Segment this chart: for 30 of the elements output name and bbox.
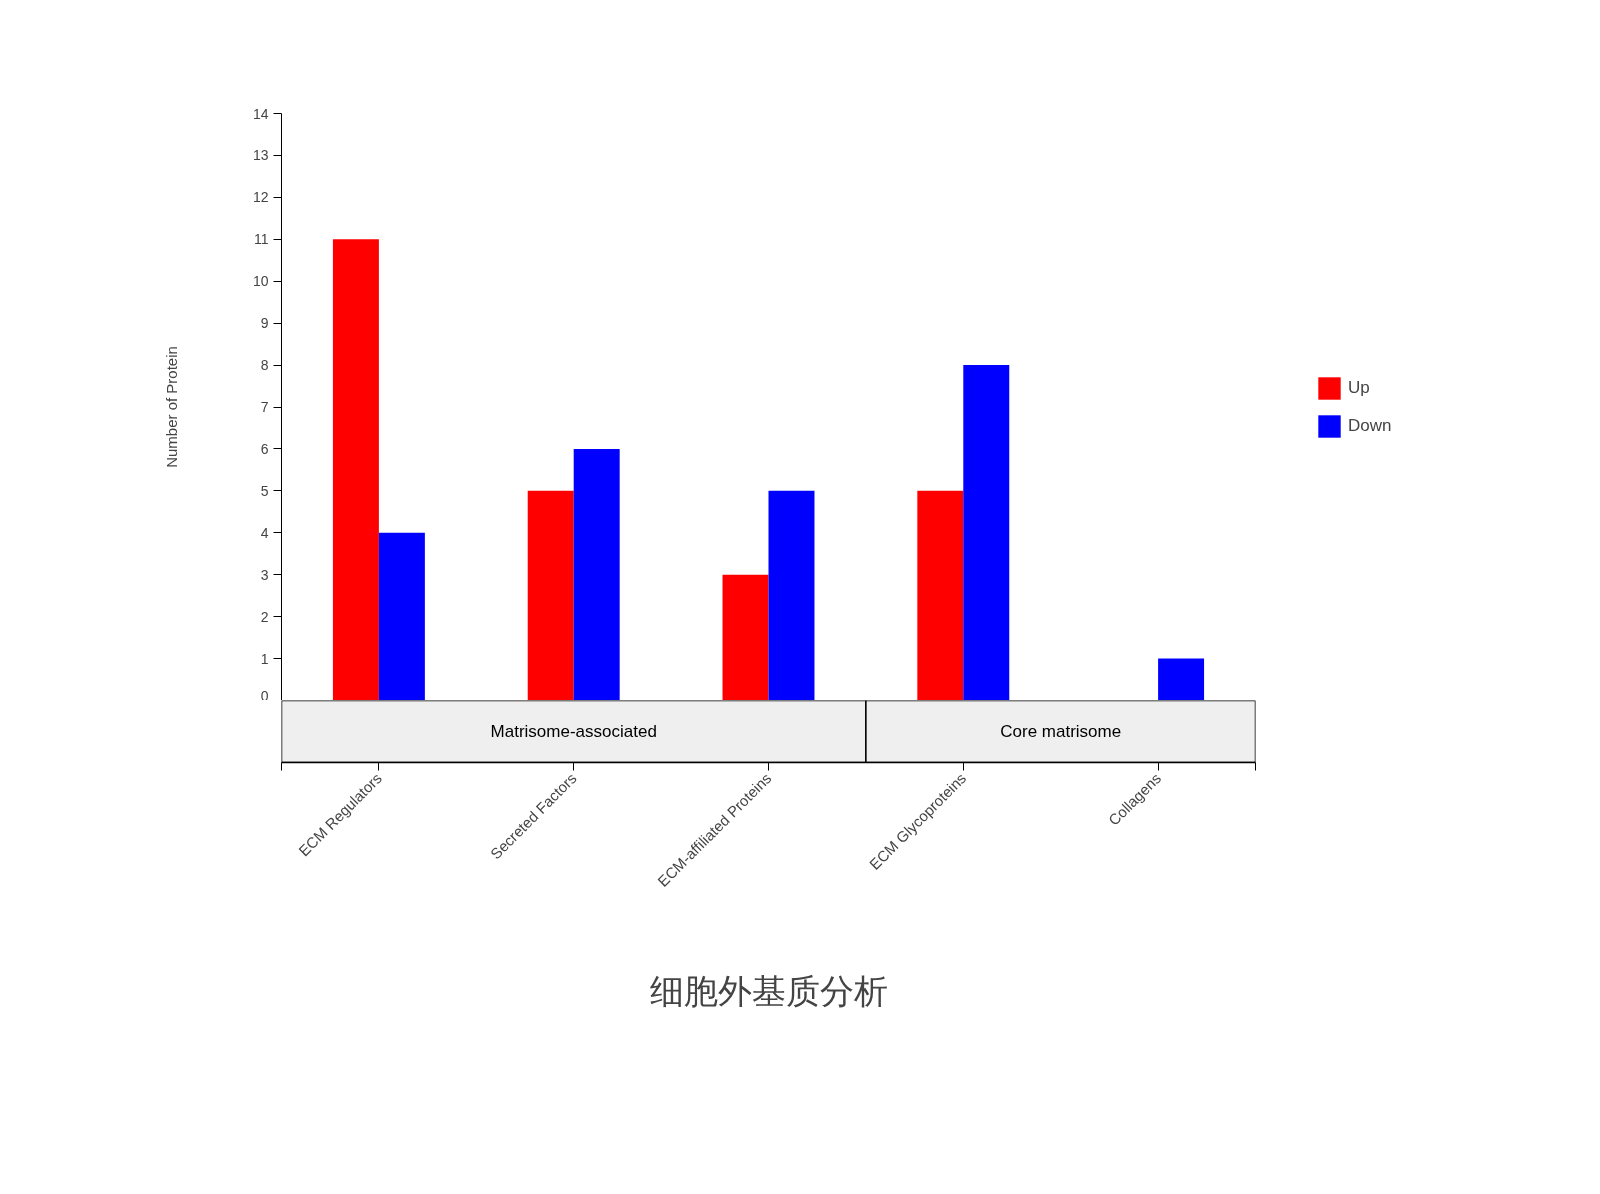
bar (917, 490, 964, 700)
y-tick-label: 2 (260, 608, 269, 625)
bar (722, 574, 769, 700)
y-tick-label: 3 (260, 566, 269, 583)
y-tick-label: 12 (252, 189, 269, 206)
y-tick-label: 4 (260, 524, 269, 541)
y-tick-label: 13 (252, 147, 269, 164)
bar (768, 490, 815, 700)
bar (573, 448, 620, 700)
bar (378, 532, 425, 700)
bar (1158, 658, 1205, 700)
bar (332, 239, 379, 700)
y-tick-label: 0 (260, 687, 269, 704)
text: 细胞外基质分析 (649, 970, 888, 1011)
y-tick-label: 8 (260, 357, 269, 374)
y-tick-label: 7 (260, 399, 269, 415)
y-tick-label: 6 (260, 440, 269, 457)
text: Core matrisome (1000, 722, 1122, 741)
bar (527, 490, 574, 700)
y-tick-label: 11 (253, 231, 269, 248)
y-axis-title: Number of Protein (162, 346, 180, 468)
y-tick-label: 9 (260, 315, 269, 332)
y-tick-label: 10 (252, 273, 269, 290)
y-tick-label: 5 (260, 482, 269, 499)
y-tick-label: 1 (260, 650, 269, 667)
text: Matrisome-associated (490, 722, 657, 741)
legend-label: Up (1348, 377, 1370, 398)
bar (963, 365, 1010, 700)
y-tick-label: 14 (252, 105, 269, 122)
legend-label: Down (1348, 415, 1392, 436)
